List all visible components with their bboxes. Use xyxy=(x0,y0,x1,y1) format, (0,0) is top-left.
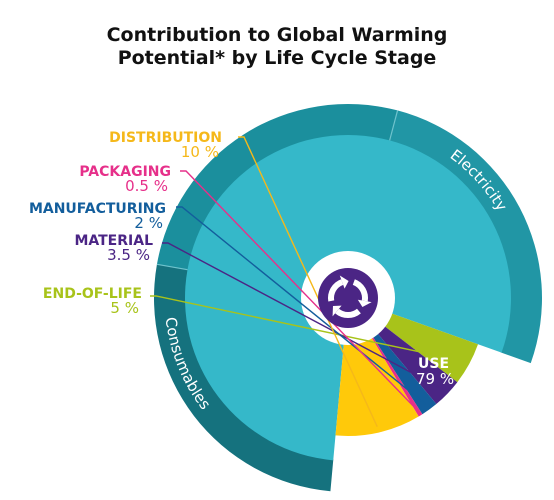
ring-segment-water xyxy=(156,104,398,270)
slice-end-of-life xyxy=(384,313,479,383)
slice-value-use: 79 % xyxy=(416,370,454,388)
slice-packaging xyxy=(371,336,423,417)
leader-line-distribution xyxy=(238,136,378,428)
ring-separator xyxy=(389,110,399,141)
slice-manufacturing xyxy=(372,333,437,415)
slice-value-end-of-life: 5 % xyxy=(110,299,139,317)
leader-line-end-of-life xyxy=(150,295,465,362)
slice-material xyxy=(377,326,458,405)
ring-label-water: Water xyxy=(392,446,440,479)
ring-segment-consumables xyxy=(154,264,334,492)
leader-line-packaging xyxy=(180,170,418,411)
slice-label-distribution: DISTRIBUTION xyxy=(109,130,222,146)
chart-title: Contribution to Global Warming Potential… xyxy=(0,24,554,70)
recycle-arrows-icon xyxy=(318,268,378,328)
slice-use xyxy=(185,134,511,461)
slice-label-material: MATERIAL xyxy=(74,233,153,249)
slice-label-packaging: PACKAGING xyxy=(79,164,171,180)
slice-value-manufacturing: 2 % xyxy=(134,214,163,232)
leader-line-manufacturing xyxy=(176,206,427,406)
slice-label-end-of-life: END-OF-LIFE xyxy=(43,286,142,302)
leader-line-material xyxy=(162,242,444,391)
slice-value-packaging: 0.5 % xyxy=(125,177,168,195)
slice-label-use: USE xyxy=(418,356,449,372)
slice-value-material: 3.5 % xyxy=(107,246,150,264)
chart-title-line-2: Potential* by Life Cycle Stage xyxy=(117,47,437,69)
slice-value-distribution: 10 % xyxy=(181,143,219,161)
slice-distribution xyxy=(335,337,419,436)
chart-title-line-1: Contribution to Global Warming xyxy=(106,24,448,46)
ring-separator xyxy=(156,263,188,271)
ring-segment-electricity xyxy=(389,110,542,364)
slice-label-manufacturing: MANUFACTURING xyxy=(29,201,166,217)
